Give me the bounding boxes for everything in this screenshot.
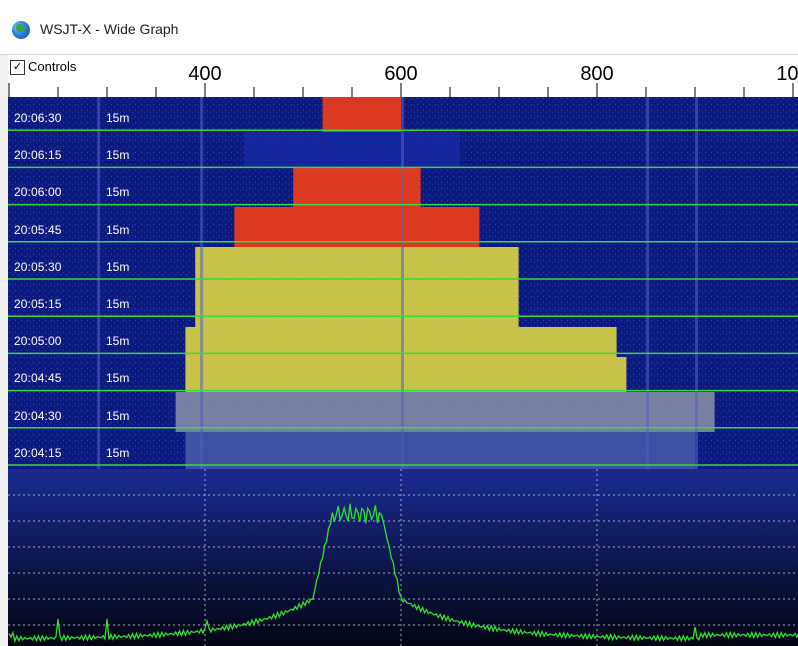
- waterfall-display[interactable]: 20:06:30 15m 20:06:15 15m 20:06:00 15m 20:05:4…: [8, 97, 798, 469]
- frequency-scale: 400 600 800 100: [8, 55, 798, 97]
- waterfall-time-label: 20:04:30: [14, 408, 62, 423]
- controls-checkbox[interactable]: ✓: [10, 60, 25, 75]
- signal-trace: [322, 97, 401, 132]
- waterfall-time-label: 20:06:00: [14, 185, 62, 200]
- carrier-line: [695, 97, 698, 469]
- waterfall-time-label: 20:05:15: [14, 297, 62, 311]
- spectrum-display[interactable]: [8, 469, 798, 646]
- spectrum-svg: [8, 469, 798, 646]
- controls-label[interactable]: Controls: [28, 59, 77, 74]
- app-globe-icon: [12, 21, 30, 39]
- waterfall-band-label: 15m: [106, 111, 130, 125]
- waterfall-time-label: 20:04:15: [14, 445, 62, 460]
- carrier-line: [200, 97, 204, 469]
- signal-trace: [195, 247, 519, 287]
- waterfall-band-label: 15m: [106, 334, 130, 349]
- signal-trace: [175, 392, 715, 432]
- signal-trace: [234, 207, 480, 247]
- waterfall-band-label: 15m: [106, 259, 130, 274]
- carrier-line: [401, 97, 404, 469]
- window-title: WSJT-X - Wide Graph: [40, 21, 179, 37]
- scale-tick-label: 600: [384, 63, 417, 85]
- signal-trace: [195, 287, 519, 327]
- waterfall-band-label: 15m: [106, 185, 130, 200]
- waterfall-band-label: 15m: [106, 148, 130, 163]
- scale-tick-label: 400: [188, 63, 221, 85]
- signal-trace: [244, 132, 460, 167]
- waterfall-time-label: 20:05:45: [14, 222, 62, 237]
- signal-trace: [185, 357, 627, 392]
- signal-trace: [185, 432, 695, 469]
- spectrum-background: [8, 469, 798, 646]
- waterfall-time-label: 20:05:00: [14, 334, 62, 349]
- waterfall-time-label: 20:06:15: [14, 148, 62, 163]
- carrier-line: [97, 97, 101, 469]
- waterfall-time-label: 20:05:30: [14, 259, 62, 274]
- waterfall-svg: [8, 97, 798, 469]
- carrier-line: [646, 97, 649, 469]
- title-bar: WSJT-X - Wide Graph: [0, 0, 798, 55]
- frequency-scale-svg: 400 600 800 100: [8, 63, 798, 97]
- waterfall-time-label: 20:04:45: [14, 371, 62, 386]
- signal-trace: [293, 167, 421, 207]
- waterfall-band-label: 15m: [106, 408, 130, 423]
- waterfall-band-label: 15m: [106, 445, 130, 460]
- waterfall-band-label: 15m: [106, 222, 130, 237]
- scale-tick-label: 100: [776, 63, 798, 85]
- scale-tick-label: 800: [580, 63, 613, 85]
- waterfall-time-label: 20:06:30: [14, 111, 62, 125]
- spectrum-trace: [8, 503, 798, 644]
- waterfall-band-label: 15m: [106, 371, 130, 386]
- waterfall-band-label: 15m: [106, 297, 130, 311]
